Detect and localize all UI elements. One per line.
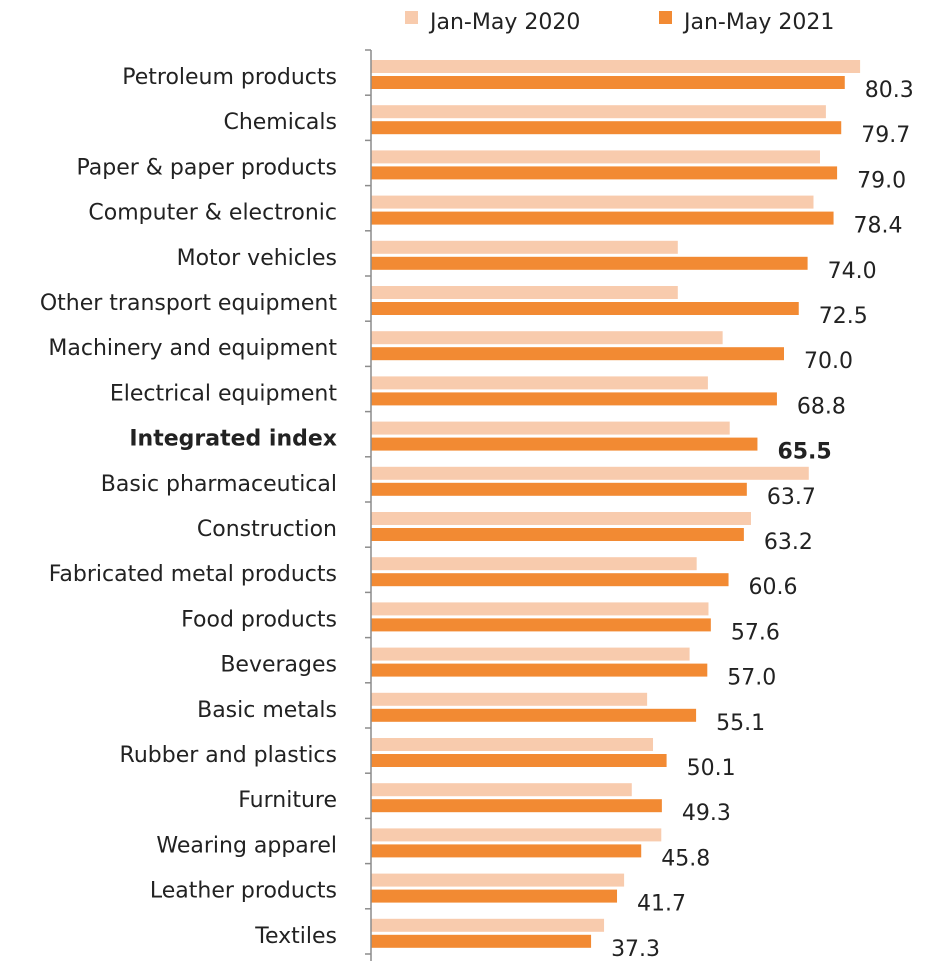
category-label-17: Wearing apparel — [156, 833, 337, 858]
bar-2021-8 — [371, 437, 758, 451]
category-label-18: Leather products — [150, 879, 337, 904]
data-label-2021-13: 57.0 — [727, 666, 776, 691]
data-label-2021-3: 78.4 — [854, 214, 903, 239]
data-label-2021-5: 72.5 — [819, 304, 868, 329]
bar-2021-3 — [371, 211, 834, 225]
category-label-5: Other transport equipment — [40, 291, 338, 316]
category-label-11: Fabricated metal products — [49, 562, 337, 587]
category-label-19: Textiles — [254, 924, 337, 949]
category-label-4: Motor vehicles — [177, 246, 337, 271]
bar-2020-1 — [371, 105, 826, 119]
category-label-15: Rubber and plastics — [120, 743, 337, 768]
bar-2021-15 — [371, 754, 667, 767]
bar-2021-14 — [371, 708, 697, 722]
category-label-8: Integrated index — [129, 427, 337, 452]
bar-2020-6 — [371, 331, 723, 345]
data-label-2021-19: 37.3 — [611, 937, 660, 961]
data-label-2021-18: 41.7 — [637, 892, 686, 917]
bar-2020-0 — [371, 60, 861, 73]
bar-2021-6 — [371, 347, 784, 361]
bar-2021-12 — [371, 618, 711, 632]
bar-2021-5 — [371, 302, 799, 315]
category-label-6: Machinery and equipment — [48, 336, 337, 361]
bar-2020-5 — [371, 286, 678, 299]
bar-2021-10 — [371, 528, 744, 541]
category-label-14: Basic metals — [197, 698, 337, 723]
bar-2021-18 — [371, 889, 618, 903]
legend-swatch-1 — [659, 11, 672, 24]
bar-2020-3 — [371, 195, 814, 209]
bar-2020-13 — [371, 647, 690, 661]
bar-2021-1 — [371, 121, 842, 135]
data-label-2021-4: 74.0 — [828, 259, 877, 284]
category-label-3: Computer & electronic — [88, 201, 337, 226]
data-label-2021-12: 57.6 — [731, 620, 780, 645]
bar-2021-11 — [371, 573, 729, 587]
data-label-2021-8: 65.5 — [777, 440, 831, 465]
category-label-0: Petroleum products — [122, 65, 337, 90]
data-label-2021-7: 68.8 — [797, 394, 846, 419]
data-label-2021-11: 60.6 — [749, 575, 798, 600]
data-label-2021-16: 49.3 — [682, 801, 731, 826]
category-label-9: Basic pharmaceutical — [101, 472, 337, 497]
bar-2020-16 — [371, 783, 632, 797]
y-axis — [365, 49, 372, 961]
category-label-7: Electrical equipment — [110, 381, 338, 406]
bar-2021-4 — [371, 256, 808, 270]
bars-group — [371, 60, 861, 948]
data-label-2021-6: 70.0 — [804, 349, 853, 374]
data-label-2021-2: 79.0 — [857, 168, 906, 193]
bar-2021-13 — [371, 663, 708, 677]
bar-2020-15 — [371, 738, 654, 751]
category-label-10: Construction — [197, 517, 337, 542]
bar-2020-11 — [371, 557, 697, 571]
bar-2020-12 — [371, 602, 709, 616]
bar-2021-0 — [371, 76, 845, 89]
category-label-1: Chemicals — [223, 110, 337, 135]
bar-2020-17 — [371, 828, 662, 842]
data-label-2021-1: 79.7 — [861, 123, 910, 148]
data-label-2021-15: 50.1 — [687, 756, 736, 781]
data-label-2021-17: 45.8 — [661, 846, 710, 871]
bar-2020-8 — [371, 421, 730, 435]
data-label-2021-9: 63.7 — [767, 485, 816, 510]
bar-2021-17 — [371, 844, 642, 858]
category-label-2: Paper & paper products — [76, 155, 337, 180]
bar-2020-18 — [371, 873, 625, 887]
category-label-13: Beverages — [220, 653, 337, 678]
category-label-16: Furniture — [238, 788, 337, 813]
data-label-2021-0: 80.3 — [865, 78, 914, 103]
legend-label-1: Jan-May 2021 — [682, 10, 834, 35]
bar-2021-9 — [371, 482, 747, 496]
legend-label-0: Jan-May 2020 — [428, 10, 580, 35]
bar-2020-7 — [371, 376, 708, 390]
bar-2020-14 — [371, 692, 648, 706]
legend: Jan-May 2020 Jan-May 2021 — [405, 10, 834, 35]
bar-2021-19 — [371, 934, 592, 948]
bar-2021-2 — [371, 166, 838, 180]
category-label-12: Food products — [181, 607, 337, 632]
category-labels-group: Petroleum products Chemicals Paper & paper… — [40, 65, 338, 949]
bar-2020-10 — [371, 512, 751, 525]
bar-2020-9 — [371, 466, 809, 480]
data-labels-group: 80.3 79.7 79.0 78.4 74.0 72.5 70.0 68.8 65.5 63.7… — [611, 78, 914, 961]
bar-2020-2 — [371, 150, 820, 164]
bar-2021-16 — [371, 799, 662, 813]
data-label-2021-10: 63.2 — [764, 530, 813, 555]
legend-swatch-0 — [405, 11, 418, 24]
bar-2021-7 — [371, 392, 777, 406]
data-label-2021-14: 55.1 — [716, 711, 765, 736]
bar-2020-19 — [371, 918, 605, 932]
bar-2020-4 — [371, 240, 678, 254]
